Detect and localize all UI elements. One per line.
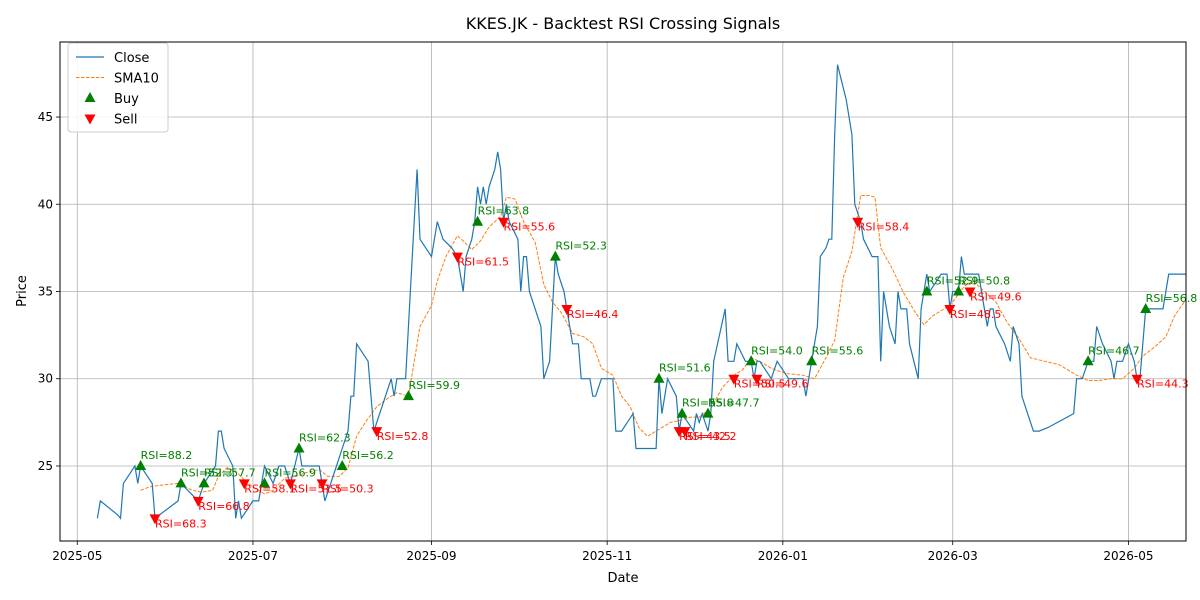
- x-tick-label: 2026-01: [758, 549, 808, 563]
- sell-marker: [561, 304, 573, 315]
- sell-marker: [852, 217, 864, 228]
- legend-box: [67, 42, 169, 133]
- buy-marker: [336, 459, 348, 470]
- buy-marker: [921, 285, 933, 296]
- x-tick-label: 2025-05: [52, 549, 102, 563]
- buy-marker: [1140, 302, 1152, 313]
- buy-annotation: RSI=55.8: [682, 397, 734, 410]
- buy-marker: [135, 459, 147, 470]
- sell-marker: [944, 304, 956, 315]
- sell-marker: [284, 479, 296, 490]
- buy-marker: [198, 477, 210, 488]
- sell-annotation: RSI=68.3: [155, 517, 207, 530]
- sell-marker: [316, 479, 328, 490]
- sell-annotation: RSI=50.3: [322, 482, 374, 495]
- buy-annotation: RSI=57.7: [204, 466, 256, 479]
- sell-marker: [451, 252, 463, 263]
- sell-marker: [238, 479, 250, 490]
- buy-annotation: RSI=46.7: [1088, 344, 1140, 357]
- buy-marker: [745, 355, 757, 366]
- buy-annotation: RSI=51.6: [659, 362, 711, 375]
- legend: Close SMA10 Buy Sell: [67, 42, 169, 133]
- sell-marker: [728, 374, 740, 385]
- sell-annotation: RSI=51.5: [290, 482, 342, 495]
- sell-annotation: RSI=49.6: [757, 378, 809, 391]
- buy-marker: [653, 372, 665, 383]
- buy-annotation: RSI=59.9: [408, 379, 460, 392]
- buy-marker: [472, 215, 484, 226]
- sell-annotation: RSI=55.6: [503, 221, 555, 234]
- sell-annotation: RSI=46.4: [567, 308, 619, 321]
- legend-entry: SMA10: [114, 72, 159, 87]
- sell-annotation: RSI=44.3: [1137, 378, 1189, 391]
- buy-annotation: RSI=52.9: [927, 275, 979, 288]
- y-tick-label: 40: [38, 197, 53, 211]
- sell-marker: [1131, 374, 1143, 385]
- sell-marker: [192, 496, 204, 507]
- legend-entry: Buy: [114, 92, 139, 107]
- buy-annotation: RSI=50.8: [958, 275, 1010, 288]
- x-tick-label: 2026-05: [1103, 549, 1153, 563]
- legend-entry: Sell: [114, 113, 137, 128]
- buy-annotation: RSI=55.6: [812, 344, 864, 357]
- sell-marker: [371, 427, 383, 438]
- buy-annotation: RSI=62.3: [299, 432, 351, 445]
- sell-marker: [751, 374, 763, 385]
- chart-title: KKES.JK - Backtest RSI Crossing Signals: [466, 14, 780, 33]
- sell-annotation: RSI=43.5: [679, 430, 731, 443]
- x-tick-label: 2025-11: [582, 549, 632, 563]
- sell-annotation: RSI=58.1: [244, 482, 296, 495]
- sell-annotation: RSI=52.8: [377, 430, 429, 443]
- buy-marker: [402, 390, 414, 401]
- sell-marker: [149, 514, 161, 525]
- sell-annotation: RSI=48.5: [950, 308, 1002, 321]
- buy-marker: [806, 355, 818, 366]
- legend-sell-swatch: [84, 114, 96, 125]
- buy-annotation: RSI=54.0: [751, 344, 803, 357]
- y-tick-label: 35: [38, 285, 53, 299]
- buy-annotation: RSI=47.7: [708, 397, 760, 410]
- buy-marker: [676, 407, 688, 418]
- buy-annotation: RSI=88.2: [141, 449, 193, 462]
- sell-annotation: RSI=61.5: [457, 256, 509, 269]
- buy-marker: [293, 442, 305, 453]
- x-axis-label: Date: [607, 571, 638, 586]
- buy-annotation: RSI=56.8: [1146, 292, 1198, 305]
- x-tick-label: 2026-03: [928, 549, 978, 563]
- axis-ticks: 2025-05 2025-07 2025-09 2025-11 2026-01 2026-…: [38, 110, 1154, 563]
- buy-marker: [1082, 355, 1094, 366]
- sell-marker: [964, 287, 976, 298]
- buy-marker: [952, 285, 964, 296]
- buy-annotation: RSI=56.2: [342, 449, 394, 462]
- y-axis-label: Price: [15, 275, 30, 307]
- buy-marker: [549, 250, 561, 261]
- x-tick-label: 2025-07: [228, 549, 278, 563]
- sell-marker: [497, 217, 509, 228]
- sell-marker: [679, 427, 691, 438]
- buy-annotation: RSI=52.3: [181, 466, 233, 479]
- sell-annotation: RSI=42.2: [685, 430, 737, 443]
- buy-marker: [258, 477, 270, 488]
- buy-annotation: RSI=56.9: [264, 466, 316, 479]
- y-tick-label: 25: [38, 459, 53, 473]
- buy-marker: [702, 407, 714, 418]
- y-tick-label: 45: [38, 110, 53, 124]
- buy-marker: [175, 477, 187, 488]
- x-tick-label: 2025-09: [406, 549, 456, 563]
- y-tick-label: 30: [38, 372, 53, 386]
- buy-annotation: RSI=52.3: [555, 240, 607, 253]
- sell-annotation: RSI=50.5: [734, 378, 786, 391]
- legend-buy-swatch: [84, 92, 96, 102]
- legend-entry: Close: [114, 51, 149, 66]
- buy-annotation: RSI=63.8: [478, 205, 530, 218]
- sell-annotation: RSI=66.8: [198, 500, 250, 513]
- sell-annotation: RSI=58.4: [858, 221, 910, 234]
- sell-annotation: RSI=49.6: [970, 291, 1022, 304]
